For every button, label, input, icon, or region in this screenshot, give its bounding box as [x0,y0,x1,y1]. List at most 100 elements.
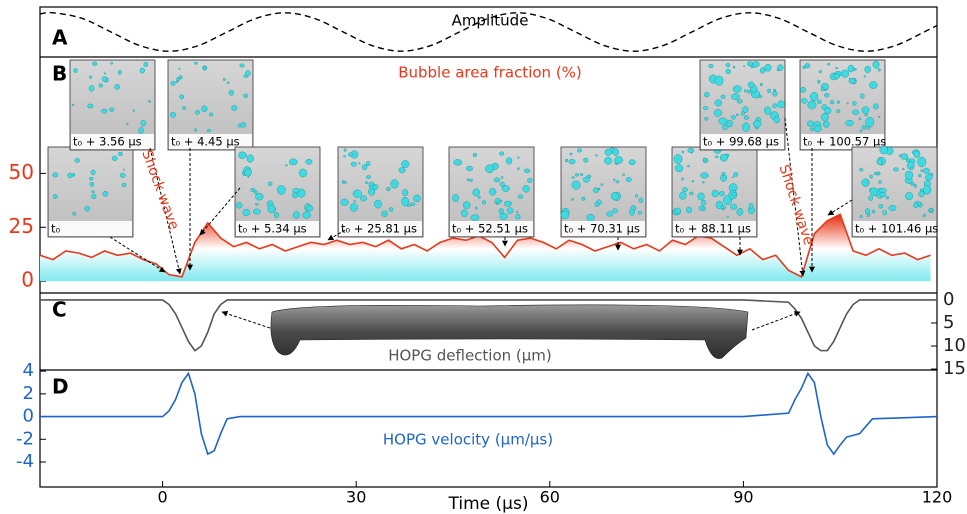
bubble [852,101,857,106]
bubble [906,158,910,163]
bubble [685,206,693,214]
bubble [614,156,623,164]
bubble [89,176,94,181]
bubble [126,122,129,125]
bubble [194,61,198,65]
bubble [878,204,884,209]
bubble [305,158,313,165]
bubble [202,65,206,69]
bubble [764,63,772,72]
bubble [898,154,902,157]
bubble [833,73,840,79]
bubble [358,162,361,165]
bubble [802,65,807,69]
bubble [466,165,473,172]
bubble [731,176,734,179]
shock-wave-label: Shock wave [138,148,182,232]
snapshot: t₀ [47,146,134,238]
bubble [103,72,107,75]
bubble [863,75,867,78]
bubble [859,215,863,219]
bubble [882,210,888,216]
bubble [87,103,94,109]
bubble [733,172,739,177]
bubble [615,180,620,184]
bubble [340,198,349,206]
bubble [72,211,77,216]
bubble [121,183,127,187]
bubble [410,202,416,206]
bubble [390,179,399,189]
snapshot: t₀ + 101.46 μs [851,145,938,238]
bubble [691,151,694,154]
series-label: Bubble area fraction (%) [398,64,582,82]
bubble [901,168,905,170]
bubble [89,181,95,187]
snapshot-caption: t₀ + 70.31 μs [564,222,640,236]
bubble [731,191,737,197]
bubble [673,154,683,164]
bubble [708,63,714,69]
snapshot-arrow [109,236,166,273]
bubble [222,78,226,81]
snapshot: t₀ + 99.68 μs [699,59,786,151]
bubble [581,196,586,201]
bubble [711,189,719,198]
bubble [827,62,831,66]
bubble [674,164,684,173]
bubble [201,105,208,113]
snapshot-caption-bg [339,221,422,236]
bubble [353,200,356,203]
bubble [453,159,463,166]
bubble [386,186,391,192]
bubble [522,185,530,193]
bubble [245,70,251,77]
bubble [879,145,889,155]
snapshot-caption-bg [450,221,533,236]
bubble [366,175,371,179]
bubble [917,156,927,168]
bubble [575,173,579,177]
bubble [767,88,771,94]
bubble [524,168,531,174]
bubble [735,113,739,117]
bubble [691,180,694,183]
bubble [349,203,358,212]
y-tick-label: 0 [21,268,34,292]
bubble [273,212,280,219]
snapshot-caption-bg [673,221,756,236]
bubble [143,61,149,68]
snapshot-caption: t₀ + 25.81 μs [341,222,417,236]
bubble [820,87,825,92]
series-label: HOPG velocity (μm/μs) [383,431,553,449]
bubble [593,187,599,193]
bubble [879,192,886,198]
bubble [577,148,582,153]
bubble [905,192,913,201]
bubble [829,100,835,105]
bubble [638,197,644,203]
bubble [102,190,109,197]
bubble [885,195,890,200]
snapshot-caption: t₀ + 100.57 μs [803,135,886,149]
bubble [298,168,308,178]
bubble [84,205,90,212]
bubble [194,110,200,115]
bubble [343,148,347,152]
bubble [918,190,925,198]
bubble [612,148,619,156]
snapshot: t₀ + 5.34 μs [234,146,321,238]
data-line [39,213,931,278]
bubble [381,210,388,217]
bubble [582,176,590,183]
snapshot-caption: t₀ + 52.51 μs [452,222,528,236]
bubble [909,167,914,170]
bubble [801,98,808,104]
bubble [517,194,524,199]
snapshot-caption: t₀ [51,222,61,236]
bubble [920,169,923,172]
bubble [877,68,881,72]
snapshot-caption: t₀ + 99.68 μs [703,135,779,149]
bubble [138,127,144,134]
bubble [869,81,878,89]
